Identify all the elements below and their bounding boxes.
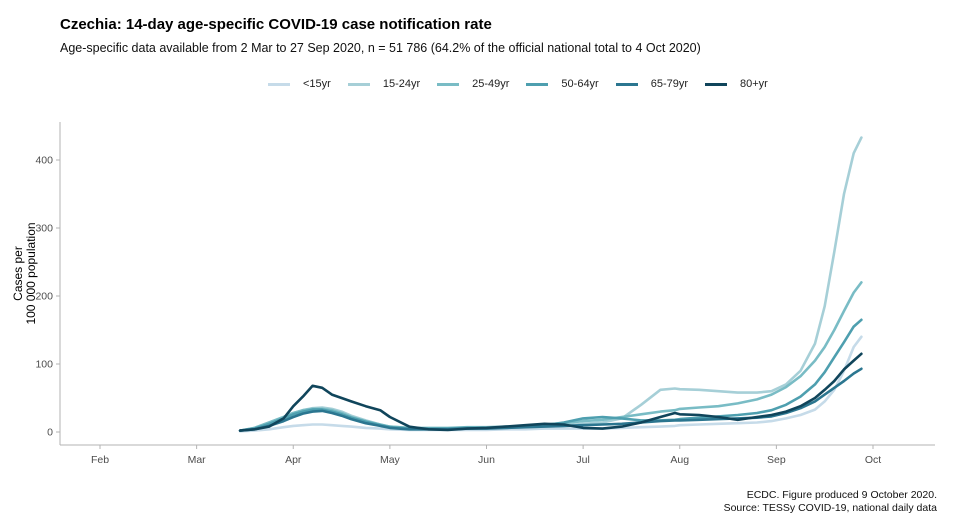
x-tick-label: Aug bbox=[670, 454, 689, 466]
y-tick-label: 200 bbox=[35, 291, 53, 303]
legend-item: 15-24yr bbox=[347, 78, 421, 90]
legend-swatch bbox=[615, 82, 638, 86]
legend-item: <15yr bbox=[268, 78, 331, 90]
series-line-80-yr bbox=[238, 352, 863, 432]
y-axis-title-line: Cases per bbox=[11, 246, 25, 301]
x-tick-label: Mar bbox=[188, 454, 207, 466]
x-tick-label: Jun bbox=[478, 454, 495, 466]
series-line-65-79yr bbox=[238, 367, 863, 432]
legend-swatch bbox=[526, 82, 549, 86]
legend-label: 80+yr bbox=[740, 78, 768, 90]
legend-swatch bbox=[705, 82, 728, 86]
x-tick-label: Feb bbox=[91, 454, 109, 466]
legend-swatch bbox=[437, 82, 460, 86]
y-axis-title: Cases per100 000 population bbox=[11, 222, 38, 324]
legend-swatch bbox=[347, 82, 370, 86]
legend-label: <15yr bbox=[303, 78, 331, 90]
series-line-15-24yr bbox=[238, 136, 863, 432]
y-axis-title-line: 100 000 population bbox=[24, 222, 38, 324]
caption-line-source: Source: TESSy COVID-19, national daily d… bbox=[723, 502, 937, 514]
chart-subtitle: Age-specific data available from 2 Mar t… bbox=[60, 41, 701, 55]
legend: <15yr 15-24yr 25-49yr 50-64yr 65-79yr 80… bbox=[268, 78, 785, 90]
chart-title: Czechia: 14-day age-specific COVID-19 ca… bbox=[60, 16, 492, 33]
legend-item: 80+yr bbox=[705, 78, 768, 90]
legend-item: 50-64yr bbox=[526, 78, 599, 90]
x-tick-label: Sep bbox=[767, 454, 786, 466]
figure-caption: ECDC. Figure produced 9 October 2020. So… bbox=[724, 489, 937, 515]
x-tick-label: Jul bbox=[576, 454, 589, 466]
y-tick-label: 100 bbox=[35, 359, 53, 371]
legend-item: 65-79yr bbox=[615, 78, 689, 90]
x-tick-label: Apr bbox=[285, 454, 302, 466]
caption-line-produced: ECDC. Figure produced 9 October 2020. bbox=[746, 489, 937, 501]
y-tick-label: 400 bbox=[35, 155, 53, 167]
x-tick-label: May bbox=[380, 454, 401, 466]
series-line-15yr bbox=[238, 335, 863, 433]
legend-label: 50-64yr bbox=[561, 78, 599, 90]
legend-swatch bbox=[268, 82, 290, 86]
legend-item: 25-49yr bbox=[437, 78, 509, 90]
legend-label: 25-49yr bbox=[472, 78, 510, 90]
x-tick-label: Oct bbox=[865, 454, 881, 466]
y-tick-label: 300 bbox=[35, 223, 53, 235]
y-tick-label: 0 bbox=[47, 427, 53, 439]
legend-label: 65-79yr bbox=[650, 78, 689, 90]
legend-label: 15-24yr bbox=[382, 78, 421, 90]
